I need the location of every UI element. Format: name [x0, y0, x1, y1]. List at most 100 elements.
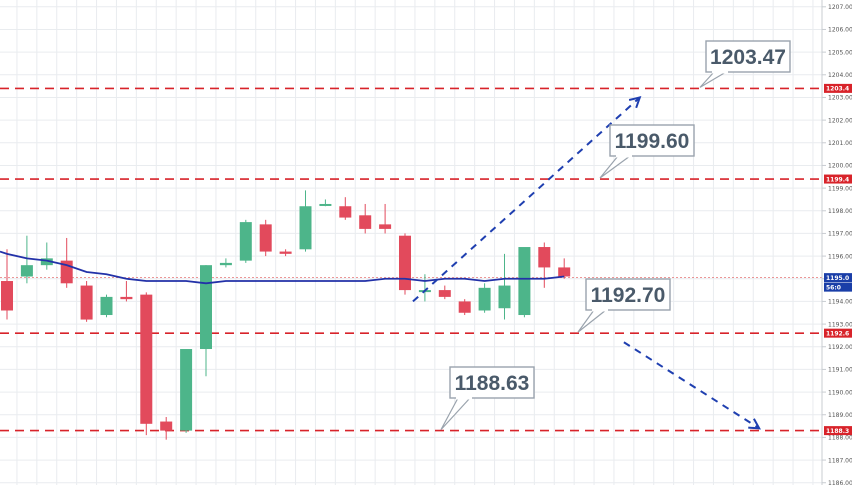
bearish-candle — [379, 203, 392, 234]
bullish-candle — [219, 258, 232, 268]
candle-body — [558, 267, 571, 277]
reference-price-badge: 1203.4 — [824, 83, 852, 93]
bullish-candle — [100, 294, 113, 318]
bullish-candle — [518, 247, 531, 318]
projection-arrows — [412, 96, 761, 430]
price-badge-background — [824, 328, 852, 338]
bearish-candle — [259, 219, 272, 257]
candle-body — [40, 258, 53, 266]
projection-arrow-up — [412, 96, 642, 303]
price-axis-tick-label: 1189.00 — [828, 412, 852, 419]
candle-body — [478, 287, 491, 311]
price-axis-tick-label: 1196.00 — [828, 253, 852, 260]
candle-body — [160, 421, 173, 431]
price-axis-tick-label: 1187.00 — [828, 457, 852, 464]
candle-body — [239, 222, 252, 261]
candle-body — [299, 206, 312, 250]
price-badge-background — [824, 426, 852, 436]
bullish-candle — [319, 199, 332, 207]
moving-average-line — [0, 250, 565, 285]
price-badge-background — [824, 174, 852, 184]
bullish-candle — [40, 242, 53, 270]
price-axis-tick-label: 1198.00 — [828, 208, 852, 215]
arrowhead — [748, 418, 761, 430]
bullish-candle — [20, 235, 33, 284]
candle-body — [438, 290, 451, 297]
price-axis-tick-label: 1202.00 — [828, 117, 852, 124]
candle-body — [219, 262, 232, 266]
bearish-candle — [60, 237, 73, 288]
bearish-candle — [120, 281, 133, 302]
countdown-badge-label: 56:0 — [826, 284, 841, 291]
price-axis-tick-label: 1206.00 — [828, 27, 852, 34]
current-price-badge-background — [824, 273, 852, 283]
candle-body — [20, 265, 33, 277]
candle-body — [458, 301, 471, 313]
price-axis-tick-label: 1190.00 — [828, 389, 852, 396]
candle-body — [140, 294, 153, 424]
candle-body — [359, 215, 372, 229]
reference-price-badge: 1199.4 — [824, 174, 852, 184]
price-axis-tick-label: 1204.00 — [828, 72, 852, 79]
price-axis-tick-label: 1186.00 — [828, 480, 852, 485]
projection-arrow-down — [623, 341, 761, 430]
projection-arrow-shaft — [623, 341, 760, 430]
candle-body — [319, 203, 332, 206]
candle-body — [200, 265, 212, 350]
candle-body — [379, 224, 392, 229]
callout-pointer-join — [456, 396, 472, 400]
candle-body — [180, 349, 193, 431]
level-callouts: 1203.47 1199.60 1192.70 1188.63 — [440, 40, 791, 431]
candle-body — [339, 206, 352, 218]
callout-pointer-join — [712, 70, 728, 74]
callout-pointer-join — [616, 154, 632, 158]
price-axis-tick-label: 1194.00 — [828, 299, 852, 306]
price-badge-label: 1199.4 — [826, 176, 849, 183]
callout-pointer — [699, 71, 727, 88]
candle-body — [518, 247, 531, 316]
callout-pointer-join — [592, 308, 608, 312]
bearish-candle — [438, 285, 451, 300]
price-axis-tick-label: 1191.00 — [828, 367, 852, 374]
bullish-candle — [239, 219, 252, 263]
bearish-candle — [538, 242, 551, 288]
level-callout: 1188.63 — [440, 366, 535, 431]
reference-price-badge: 1188.3 — [824, 426, 852, 436]
price-badge-label: 1192.6 — [826, 330, 849, 337]
level-callout: 1192.70 — [577, 278, 671, 333]
price-axis-tick-label: 1207.00 — [828, 4, 852, 11]
bearish-candle — [558, 258, 571, 279]
bullish-candle — [478, 283, 491, 313]
price-axis: 1186.00 1187.00 1188.00 1189.00 1190.00 1191.… — [821, 0, 852, 485]
price-axis-tick-label: 1200.00 — [828, 163, 852, 170]
candle-body — [399, 235, 411, 291]
bearish-candle — [399, 233, 411, 295]
candle-body — [538, 247, 551, 268]
candle-body — [80, 285, 93, 320]
candle-body — [1, 281, 13, 311]
current-price-badge: 1195.0 56:0 — [824, 273, 852, 292]
arrowhead — [628, 96, 642, 109]
bearish-candle — [339, 197, 352, 220]
price-badge-label: 1203.4 — [826, 86, 849, 93]
price-axis-tick-label: 1199.00 — [828, 185, 852, 192]
reference-price-badge: 1192.6 — [824, 328, 852, 338]
countdown-badge-background — [824, 282, 852, 292]
candle-body — [60, 260, 73, 284]
price-axis-tick-label: 1188.00 — [828, 435, 852, 442]
candle-body — [100, 296, 113, 316]
price-axis-tick-label: 1203.00 — [828, 95, 852, 102]
bearish-candle — [160, 417, 173, 440]
bearish-candle — [1, 249, 13, 320]
price-axis-tick-label: 1192.00 — [828, 344, 852, 351]
callout-pointer — [599, 155, 631, 179]
bullish-candle — [180, 349, 193, 433]
price-axis-tick-label: 1201.00 — [828, 140, 852, 147]
price-axis-tick-label: 1193.00 — [828, 321, 852, 328]
price-axis-tick-label: 1205.00 — [828, 49, 852, 56]
current-price-badge-label: 1195.0 — [826, 275, 849, 282]
chart-grid — [0, 0, 822, 485]
reference-lines — [0, 87, 822, 432]
price-axis-background — [822, 0, 852, 485]
